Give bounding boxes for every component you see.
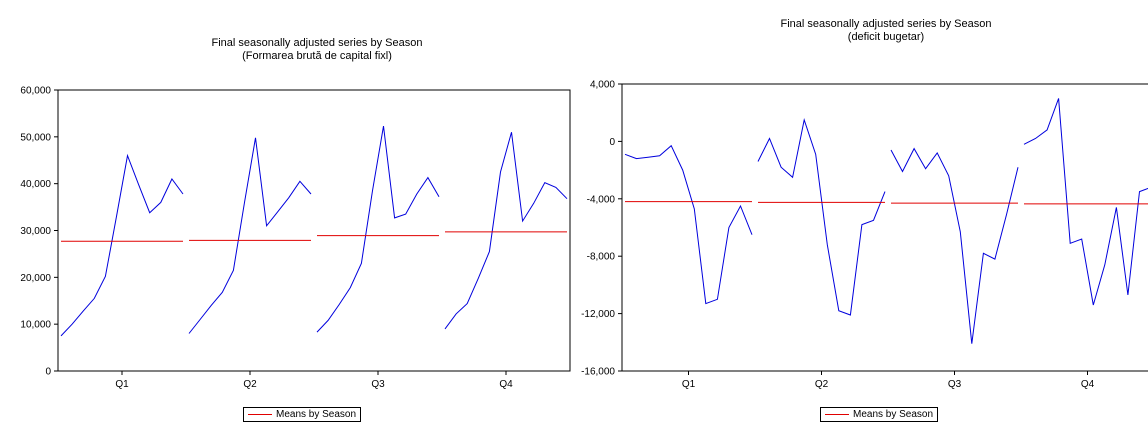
y-tick-label: 50,000: [20, 132, 51, 143]
x-tick-label: Q3: [371, 379, 385, 390]
x-tick-label: Q2: [815, 379, 829, 390]
y-tick-label: 10,000: [20, 320, 51, 331]
chart-plot: 0 10,000 20,000 30,000 40,000 50,000 60,000 Q1 Q…: [20, 86, 571, 390]
y-tick-label: 4,000: [590, 80, 615, 91]
plot-frame: [57, 89, 571, 372]
chart-legend: Means by Season: [820, 407, 939, 422]
series-line-q1: [60, 153, 184, 337]
y-tick-label: 60,000: [20, 86, 51, 97]
chart-subtitle: (deficit bugetar): [847, 31, 925, 43]
legend-swatch-means: [248, 414, 272, 415]
y-tick-label: 0: [609, 137, 615, 148]
series-line-q2: [757, 117, 886, 316]
y-tick-label: 40,000: [20, 179, 51, 190]
y-tick-label: -16,000: [581, 367, 615, 378]
legend-label: Means by Season: [276, 409, 357, 420]
plot-frame: [621, 83, 1148, 372]
legend-swatch-means: [825, 414, 849, 415]
chart-panel-left: Final seasonally adjusted series by Seas…: [20, 37, 571, 422]
y-tick-label: -8,000: [587, 252, 616, 263]
y-tick-label: 30,000: [20, 226, 51, 237]
y-tick-label: -4,000: [587, 194, 616, 205]
legend-label: Means by Season: [853, 409, 934, 420]
y-tick-label: -12,000: [581, 309, 615, 320]
x-tick-label: Q4: [1081, 379, 1095, 390]
chart-plot: -16,000 -12,000 -8,000 -4,000 0 4,000 Q1 Q2 Q3 Q4: [581, 80, 1148, 390]
chart-legend: Means by Season: [243, 407, 362, 422]
series-line-q1: [624, 144, 753, 305]
x-tick-label: Q1: [115, 379, 129, 390]
series-line-q2: [188, 137, 312, 334]
chart-subtitle: (Formarea brută de capital fixl): [242, 50, 392, 62]
chart-title: Final seasonally adjusted series by Seas…: [780, 18, 992, 30]
series-line-q3: [316, 126, 440, 333]
x-tick-label: Q1: [682, 379, 696, 390]
x-tick-label: Q3: [948, 379, 962, 390]
y-tick-label: 20,000: [20, 273, 51, 284]
chart-title: Final seasonally adjusted series by Seas…: [211, 37, 423, 49]
x-tick-label: Q4: [499, 379, 513, 390]
series-line-q4: [1023, 98, 1148, 306]
series-line-q4: [444, 132, 568, 330]
y-tick-label: 0: [45, 367, 51, 378]
series-line-q3: [890, 147, 1019, 344]
x-tick-label: Q2: [243, 379, 257, 390]
chart-panel-right: Final seasonally adjusted series by Seas…: [574, 0, 1148, 426]
